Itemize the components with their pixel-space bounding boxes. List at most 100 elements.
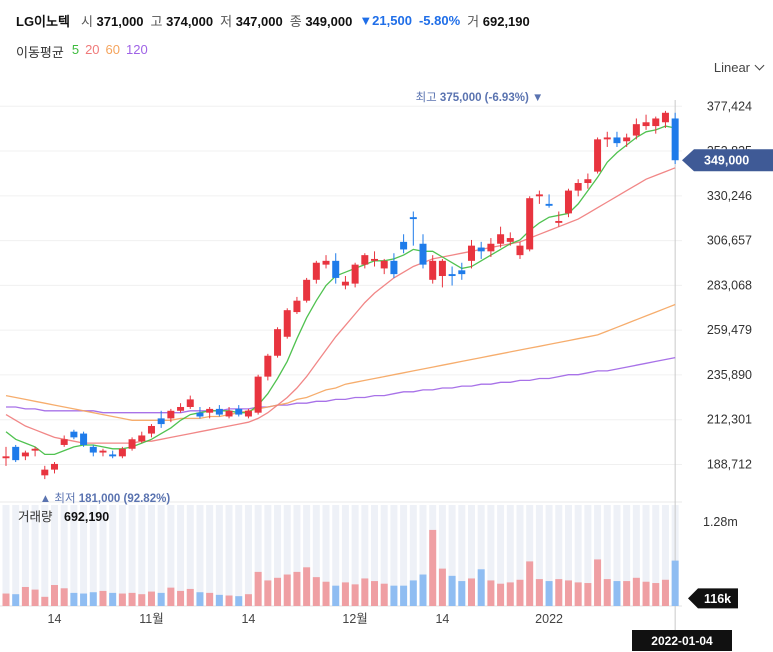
volume-bar xyxy=(506,582,514,606)
volume-bar xyxy=(235,596,243,606)
volume-bar xyxy=(661,579,669,606)
volume-bar xyxy=(380,583,388,606)
volume-grid-stripe xyxy=(215,505,223,606)
volume-bar xyxy=(293,571,301,606)
volume-bar xyxy=(332,585,340,606)
volume-grid-stripe xyxy=(31,505,39,606)
volume-grid-stripe xyxy=(555,505,563,606)
ma-legend-item-120[interactable]: 120 xyxy=(126,42,148,57)
candle-body xyxy=(341,281,349,286)
candle-body xyxy=(147,425,155,434)
volume-grid-stripe xyxy=(448,505,456,606)
candle-body xyxy=(186,399,194,407)
candle-body xyxy=(477,247,485,252)
volume-bar xyxy=(341,582,349,606)
volume-grid-stripe xyxy=(99,505,107,606)
volume-bar xyxy=(322,581,330,606)
volume-grid-stripe xyxy=(89,505,97,606)
volume-grid-stripe xyxy=(41,505,49,606)
volume-bar xyxy=(448,575,456,606)
candle-body xyxy=(555,220,563,223)
volume-bar xyxy=(264,580,272,606)
volume-bar xyxy=(623,581,631,606)
candle-body xyxy=(584,179,592,184)
ma120-line xyxy=(6,356,676,414)
ma-legend-item-60[interactable]: 60 xyxy=(105,42,121,57)
current-price-label: 349,000 xyxy=(704,154,749,168)
close-value: 349,000 xyxy=(305,13,353,29)
current-volume-badge xyxy=(688,588,738,609)
volume-grid-stripe xyxy=(274,505,282,606)
volume-grid-stripe xyxy=(147,505,155,606)
price-tick-label: 377,424 xyxy=(707,99,752,113)
volume-bar xyxy=(147,591,155,606)
volume-grid-stripe xyxy=(60,505,68,606)
volume-bar xyxy=(312,577,320,606)
scale-mode-dropdown[interactable]: Linear xyxy=(714,60,765,75)
candle-body xyxy=(603,137,611,140)
volume-grid-stripe xyxy=(594,505,602,606)
ma-legend-title: 이동평균 xyxy=(16,45,64,60)
change-value: ▼21,500 xyxy=(359,12,412,28)
candle-body xyxy=(371,258,379,261)
open-value: 371,000 xyxy=(96,13,144,29)
open-label: 시 xyxy=(80,13,93,29)
candle-body xyxy=(196,412,204,417)
low-label: 저 xyxy=(220,13,233,29)
volume-grid-stripe xyxy=(574,505,582,606)
volume-bar xyxy=(555,579,563,606)
candle-body xyxy=(448,274,456,277)
candle-body xyxy=(438,260,446,277)
candle-body xyxy=(652,118,660,127)
volume-grid-stripe xyxy=(506,505,514,606)
volume-grid-stripe xyxy=(254,505,262,606)
volume-bar xyxy=(244,594,252,606)
volume-bar xyxy=(177,590,185,606)
price-tick-label: 212,301 xyxy=(707,413,752,427)
volume-grid-stripe xyxy=(652,505,660,606)
volume-bar xyxy=(99,590,107,606)
candle-body xyxy=(574,183,582,191)
volume-grid-stripe xyxy=(312,505,320,606)
volume-grid-stripe xyxy=(322,505,330,606)
x-tick-label: 11월 xyxy=(139,612,163,626)
volume-bar xyxy=(371,581,379,606)
volume-bar xyxy=(274,577,282,606)
candle-body xyxy=(623,137,631,142)
annotations: 최고 375,000 (-6.93%) ▼ ▲ 최저 181,000 (92.82… xyxy=(40,91,544,505)
candle-body xyxy=(283,310,291,337)
ma-legend-item-20[interactable]: 20 xyxy=(85,42,100,57)
volume-grid-stripe xyxy=(361,505,369,606)
high-annotation: 최고 375,000 (-6.93%) ▼ xyxy=(416,91,544,104)
candle-body xyxy=(400,241,408,250)
volume-bar xyxy=(2,593,10,606)
volume-grid-stripe xyxy=(264,505,272,606)
volume-grid-stripe xyxy=(564,505,572,606)
candle-body xyxy=(80,433,88,445)
volume-bar xyxy=(196,592,204,606)
change-percent: -5.80% xyxy=(418,12,461,28)
low-value: 347,000 xyxy=(235,13,283,29)
candle-body xyxy=(215,408,223,415)
volume-grid-stripe xyxy=(419,505,427,606)
volume-bar xyxy=(652,583,660,606)
volume-bar xyxy=(60,588,68,606)
volume-bar xyxy=(118,593,126,606)
volume-bar xyxy=(128,592,136,606)
candle-body xyxy=(642,122,650,127)
candle-body xyxy=(303,279,311,301)
candle-body xyxy=(458,270,466,275)
volume-bar xyxy=(50,585,58,606)
ma-legend-item-5[interactable]: 5 xyxy=(71,42,80,57)
volume-bar xyxy=(642,581,650,606)
volume-grid-stripe xyxy=(118,505,126,606)
volume-grid-stripe xyxy=(545,505,553,606)
volume-grid-stripe xyxy=(341,505,349,606)
volume-grid-stripe xyxy=(526,505,534,606)
price-tick-label: 259,479 xyxy=(707,323,752,337)
candle-body xyxy=(138,435,146,442)
close-label: 종 xyxy=(289,13,302,29)
chart-grid xyxy=(0,100,682,630)
volume-grid-stripe xyxy=(186,505,194,606)
